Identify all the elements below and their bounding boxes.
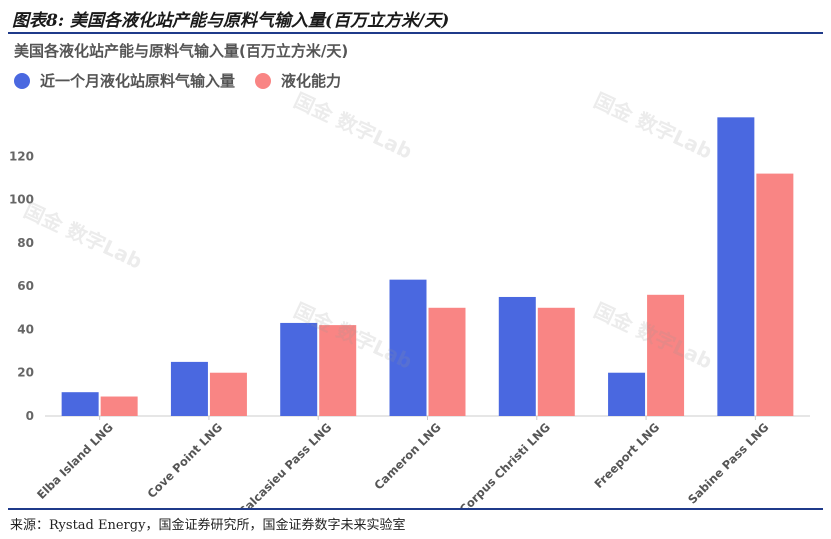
x-tick-label: Calcasieu Pass LNG <box>236 420 335 510</box>
bar-capacity <box>428 307 466 416</box>
legend-label-capacity: 液化能力 <box>281 72 342 90</box>
bar-capacity <box>319 325 357 416</box>
x-tick-label: Cameron LNG <box>371 420 443 492</box>
bottom-rule <box>8 508 823 510</box>
x-tick-label: Sabine Pass LNG <box>685 420 771 506</box>
bar-capacity <box>100 396 138 416</box>
y-tick-label: 0 <box>26 409 34 423</box>
legend-swatch-capacity <box>255 72 272 89</box>
bar-capacity <box>537 307 575 416</box>
y-tick-label: 20 <box>17 366 34 380</box>
bar-capacity <box>647 294 685 416</box>
bar-intake <box>61 392 99 416</box>
legend-item-intake: 近一个月液化站原料气输入量 <box>14 70 235 91</box>
y-tick-label: 80 <box>17 236 34 250</box>
bar-intake <box>608 372 646 416</box>
bar-chart: 0 20 40 60 80 100 120 Elba Island LNG Cove Point… <box>9 117 810 510</box>
source-note: 来源：Rystad Energy，国金证券研究所，国金证券数字未来实验室 <box>10 518 406 533</box>
legend-label-intake: 近一个月液化站原料气输入量 <box>40 72 236 90</box>
bar-capacity <box>209 372 247 416</box>
legend-swatch-intake <box>14 72 30 89</box>
x-tick-label: Freeport LNG <box>591 420 662 491</box>
bar-intake <box>717 117 755 416</box>
y-tick-label: 100 <box>9 193 34 207</box>
y-tick-label: 120 <box>9 149 34 163</box>
bar-intake <box>170 361 208 416</box>
bar-intake <box>498 296 536 416</box>
y-tick-label: 60 <box>17 279 34 293</box>
legend-item-capacity: 液化能力 <box>255 70 341 91</box>
figure-title: 图表8: 美国各液化站产能与原料气输入量(百万立方米/天) <box>12 11 450 31</box>
bar-intake <box>280 322 318 416</box>
x-tick-label: Corpus Christi LNG <box>457 420 553 510</box>
x-tick-label: Elba Island LNG <box>34 420 116 502</box>
x-tick-label: Cove Point LNG <box>144 420 225 501</box>
y-tick-label: 40 <box>17 322 34 336</box>
legend: 近一个月液化站原料气输入量 液化能力 <box>14 70 351 91</box>
bar-capacity <box>756 173 794 416</box>
bar-intake <box>389 279 427 416</box>
chart-title: 美国各液化站产能与原料气输入量(百万立方米/天) <box>14 42 349 60</box>
top-rule <box>8 32 823 34</box>
